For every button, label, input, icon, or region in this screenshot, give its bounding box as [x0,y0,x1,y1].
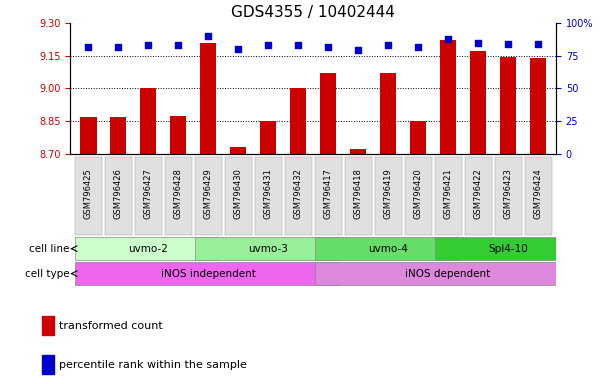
Text: iNOS dependent: iNOS dependent [406,268,491,279]
Point [413,43,423,50]
Bar [200,43,216,154]
Bar [290,88,306,154]
Bar [260,121,276,154]
FancyBboxPatch shape [225,157,252,235]
Text: transformed count: transformed count [59,321,163,331]
Point [114,43,123,50]
Text: GSM796431: GSM796431 [264,168,273,218]
FancyBboxPatch shape [75,237,219,260]
Text: uvmo-3: uvmo-3 [248,243,288,254]
Text: GSM796425: GSM796425 [84,168,93,218]
Bar [440,40,456,154]
Point [533,41,543,47]
Text: iNOS independent: iNOS independent [161,268,255,279]
FancyBboxPatch shape [315,237,459,260]
Bar [170,116,186,154]
FancyBboxPatch shape [75,157,102,235]
Point [473,40,483,46]
Text: cell line: cell line [29,243,70,254]
Bar [470,51,486,154]
Bar [350,149,367,154]
Point [203,33,213,39]
Bar [42,355,54,374]
FancyBboxPatch shape [375,157,401,235]
Text: GSM796420: GSM796420 [414,168,423,218]
FancyBboxPatch shape [315,262,579,285]
FancyBboxPatch shape [195,157,222,235]
FancyBboxPatch shape [434,157,461,235]
Text: GSM796429: GSM796429 [203,168,213,218]
Point [83,43,93,50]
Text: GSM796423: GSM796423 [503,168,513,218]
Text: GSM796418: GSM796418 [354,168,362,218]
Point [174,42,183,48]
Text: cell type: cell type [25,268,70,279]
Text: GSM796422: GSM796422 [474,168,483,218]
Text: uvmo-2: uvmo-2 [128,243,168,254]
Bar [380,73,397,154]
FancyBboxPatch shape [285,157,312,235]
Title: GDS4355 / 10402444: GDS4355 / 10402444 [231,5,395,20]
Point [263,42,273,48]
FancyBboxPatch shape [135,157,162,235]
Bar [320,73,337,154]
FancyBboxPatch shape [315,157,342,235]
Bar [110,117,126,154]
Text: GSM796432: GSM796432 [294,168,302,218]
FancyBboxPatch shape [345,157,371,235]
FancyBboxPatch shape [434,237,579,260]
Text: percentile rank within the sample: percentile rank within the sample [59,359,247,369]
Bar [42,316,54,335]
Text: GSM796426: GSM796426 [114,168,123,218]
Point [443,36,453,42]
Bar [530,58,546,154]
Text: GSM796417: GSM796417 [324,168,332,218]
FancyBboxPatch shape [75,262,338,285]
Bar [410,121,426,154]
FancyBboxPatch shape [494,157,522,235]
Point [323,43,333,50]
FancyBboxPatch shape [165,157,192,235]
Bar [230,147,246,154]
Bar [140,88,156,154]
Point [383,42,393,48]
Point [233,46,243,52]
Text: GSM796427: GSM796427 [144,168,153,218]
FancyBboxPatch shape [104,157,132,235]
FancyBboxPatch shape [255,157,282,235]
Text: Spl4-10: Spl4-10 [488,243,528,254]
Point [353,47,363,53]
Text: GSM796424: GSM796424 [533,168,543,218]
Text: GSM796430: GSM796430 [233,168,243,218]
Text: GSM796428: GSM796428 [174,168,183,218]
Point [293,42,303,48]
Bar [80,117,97,154]
Point [503,41,513,47]
FancyBboxPatch shape [524,157,552,235]
Point [144,42,153,48]
Text: GSM796419: GSM796419 [384,168,393,218]
Text: GSM796421: GSM796421 [444,168,453,218]
FancyBboxPatch shape [464,157,491,235]
FancyBboxPatch shape [195,237,338,260]
FancyBboxPatch shape [404,157,431,235]
Bar [500,57,516,154]
Text: uvmo-4: uvmo-4 [368,243,408,254]
